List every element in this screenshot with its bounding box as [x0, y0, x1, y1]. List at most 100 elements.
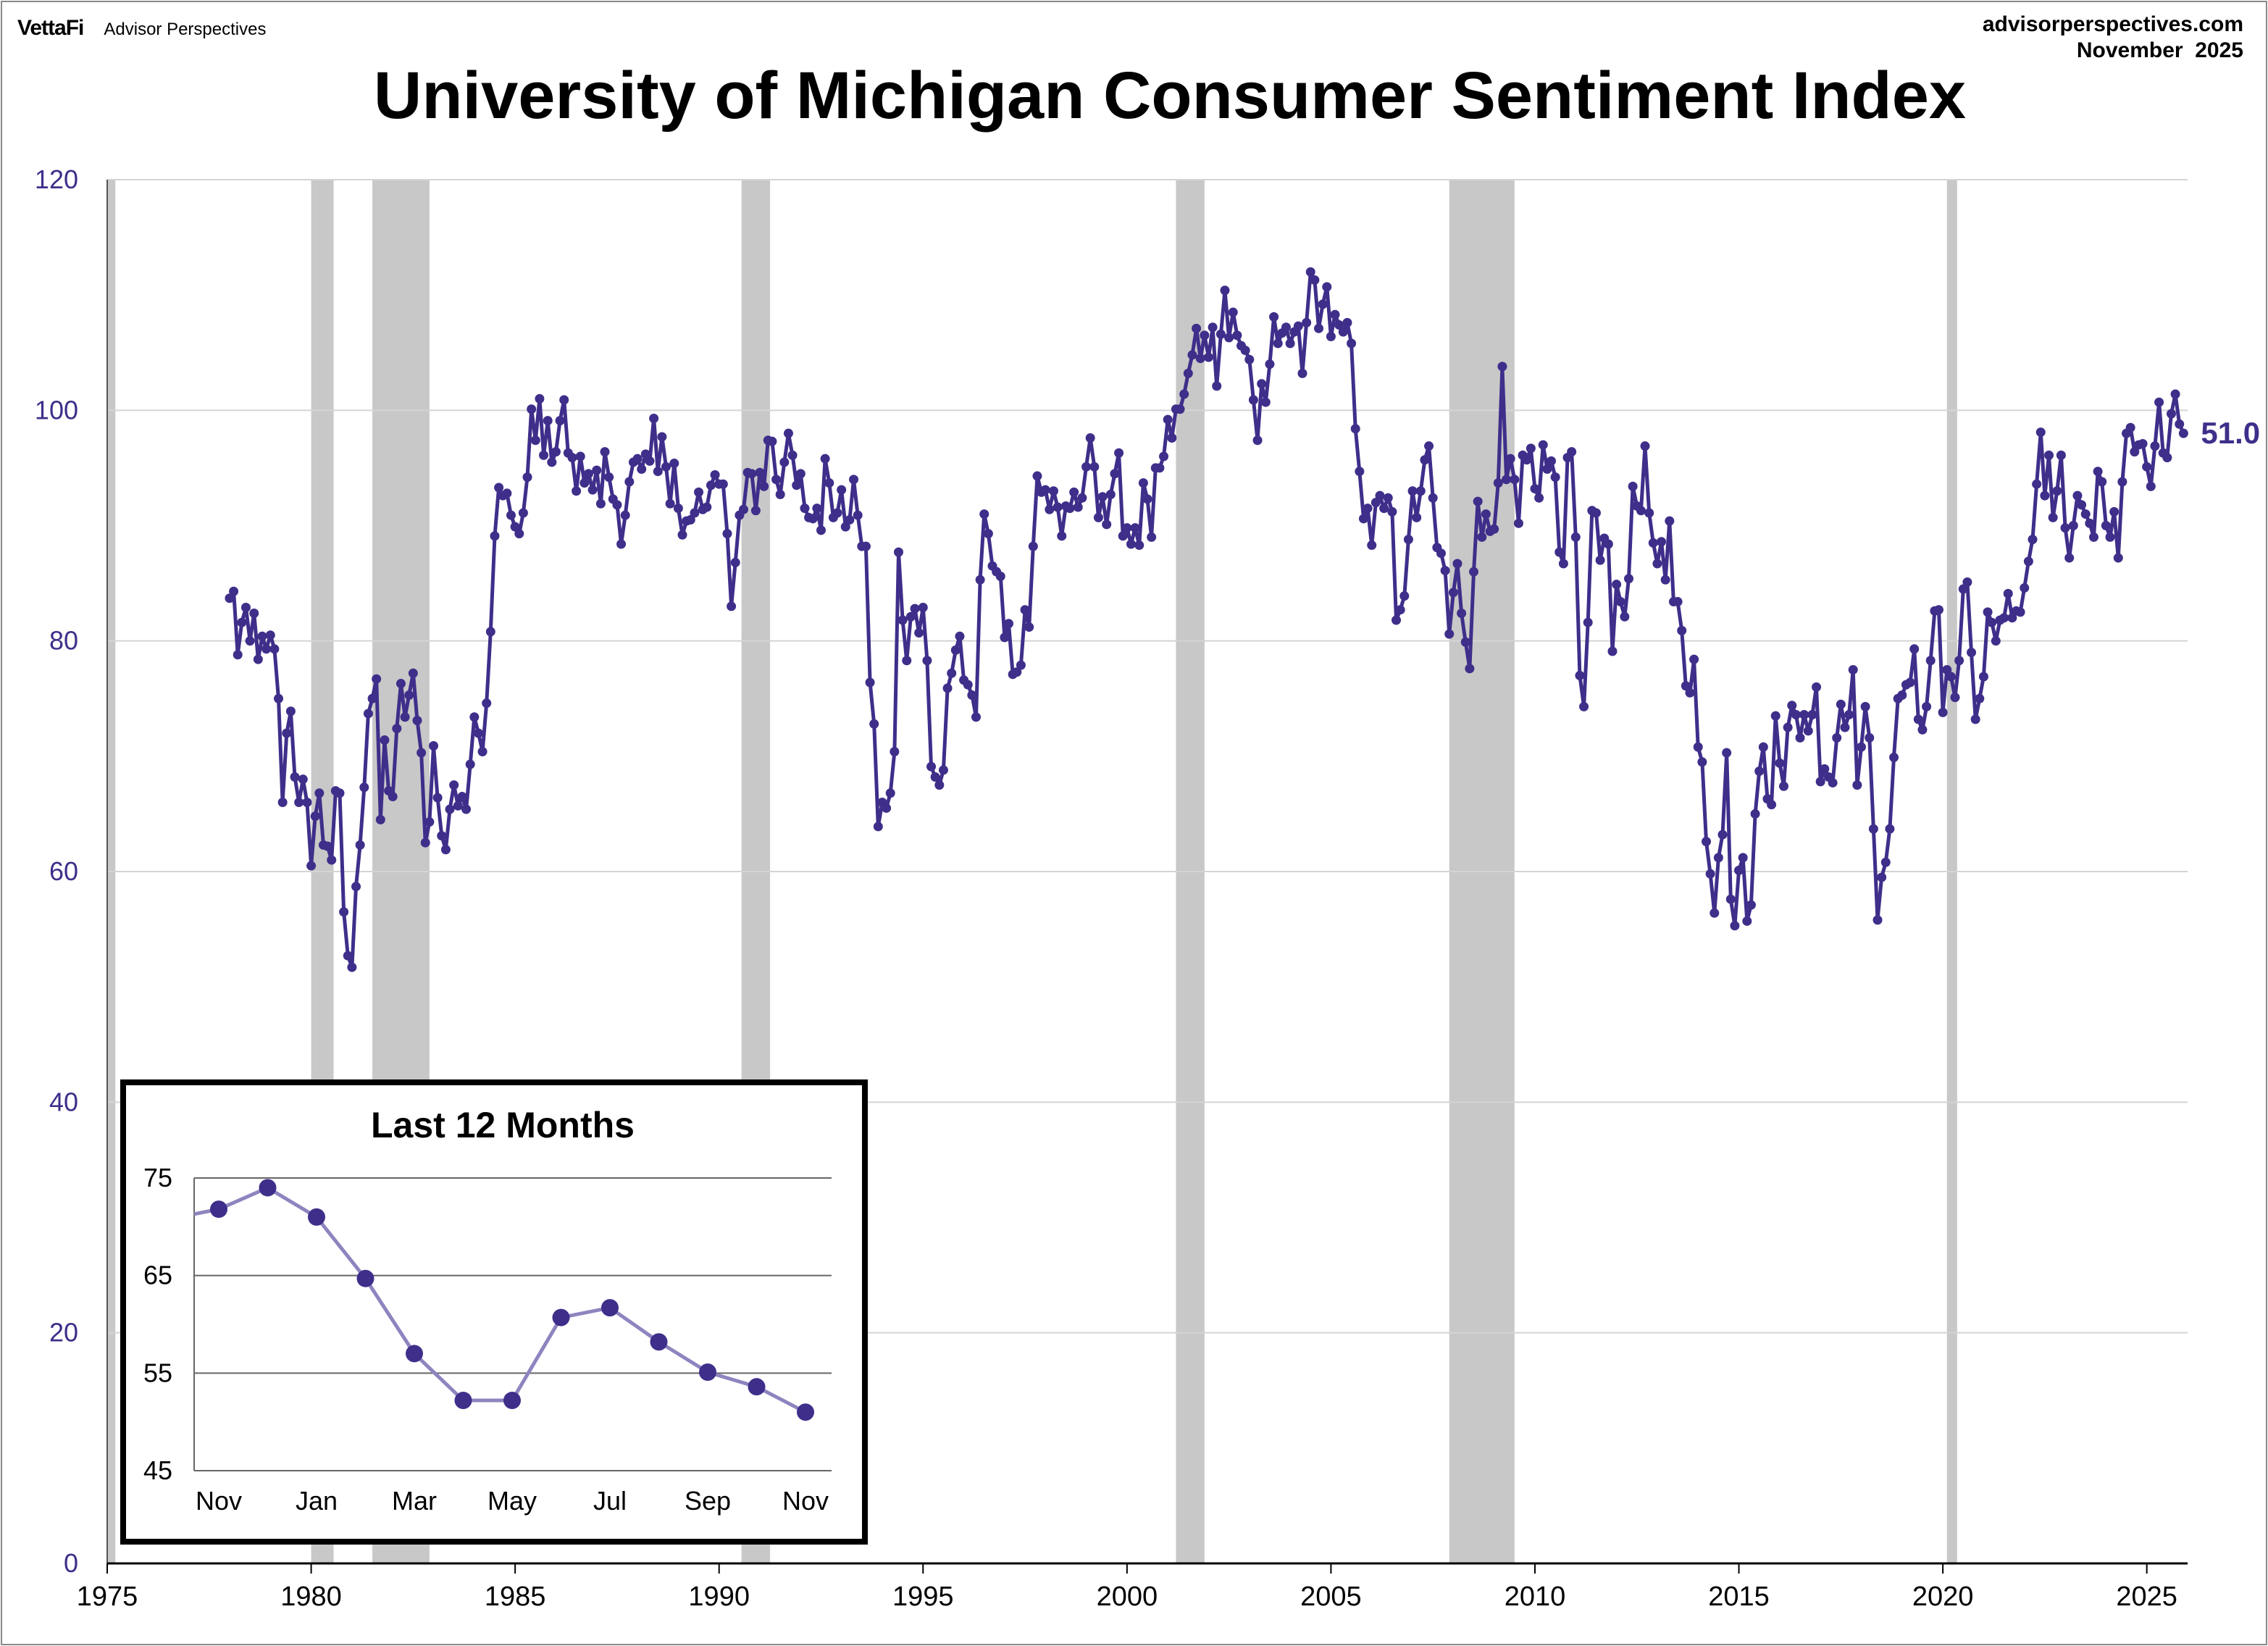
data-point	[1240, 346, 1250, 356]
data-point	[1179, 389, 1189, 399]
data-point	[1457, 608, 1467, 618]
data-point	[1856, 742, 1866, 752]
data-point	[522, 472, 532, 482]
data-point	[2040, 490, 2050, 501]
y-tick-label: 120	[35, 164, 78, 194]
x-tick-label: 1995	[892, 1582, 954, 1612]
data-point	[865, 677, 875, 688]
data-point	[1558, 559, 1568, 569]
data-point	[706, 480, 716, 490]
data-point	[612, 500, 622, 510]
data-point	[400, 712, 410, 722]
data-point	[918, 603, 928, 613]
data-point	[375, 814, 385, 824]
data-point	[1673, 597, 1683, 607]
data-point	[1048, 486, 1058, 496]
data-point	[514, 529, 524, 539]
data-point	[1530, 484, 1540, 494]
data-point	[1342, 317, 1352, 327]
data-point	[1000, 632, 1010, 643]
data-point	[1579, 701, 1589, 711]
data-point	[718, 479, 728, 489]
data-point	[1473, 496, 1483, 506]
data-point	[1848, 664, 1858, 674]
data-point	[1436, 548, 1446, 559]
data-point	[710, 469, 720, 480]
data-point	[1350, 424, 1360, 434]
data-point	[2028, 535, 2038, 545]
data-point	[2178, 428, 2188, 438]
data-point	[2007, 613, 2017, 623]
data-point	[1872, 915, 1883, 925]
inset-data-point	[797, 1403, 814, 1421]
data-point	[2146, 481, 2156, 491]
data-point	[572, 486, 582, 496]
data-point	[595, 498, 606, 509]
data-point	[584, 469, 594, 479]
data-point	[1057, 531, 1067, 541]
data-point	[1424, 441, 1434, 451]
data-point	[1913, 714, 1923, 724]
data-point	[1877, 872, 1887, 882]
data-point	[1081, 461, 1092, 472]
data-point	[1591, 508, 1601, 518]
data-point	[1775, 758, 1785, 768]
data-point	[1705, 869, 1715, 879]
data-point	[1730, 921, 1740, 931]
data-point	[2048, 512, 2058, 522]
data-point	[1252, 435, 1263, 446]
data-point	[1513, 518, 1523, 528]
data-point	[2052, 486, 2062, 496]
data-point	[1534, 493, 1544, 503]
data-point	[225, 593, 235, 603]
data-point	[2072, 490, 2083, 501]
data-point	[1497, 362, 1507, 372]
data-point	[661, 461, 671, 472]
data-point	[310, 811, 320, 822]
data-point	[1460, 637, 1470, 647]
data-point	[1122, 523, 1132, 533]
data-point	[1502, 475, 1512, 485]
data-point	[1807, 710, 1817, 720]
data-point	[1212, 381, 1222, 391]
data-point	[1978, 672, 1988, 682]
brand-logo: VettaFi	[17, 16, 84, 40]
data-point	[469, 712, 480, 722]
data-point	[1962, 577, 1972, 587]
data-point	[1603, 539, 1613, 549]
data-point	[669, 459, 679, 469]
data-point	[1200, 330, 1210, 341]
data-point	[1640, 441, 1650, 451]
data-point	[971, 712, 981, 722]
data-point	[518, 508, 528, 518]
data-point	[1224, 333, 1234, 343]
data-point	[424, 817, 435, 827]
data-point	[1636, 506, 1646, 516]
data-point	[1147, 532, 1157, 542]
data-point	[551, 447, 561, 457]
data-point	[1375, 490, 1385, 501]
data-point	[845, 515, 855, 525]
data-point	[457, 792, 467, 802]
data-point	[1795, 732, 1805, 743]
data-point	[897, 615, 908, 625]
data-point	[339, 907, 349, 917]
data-point	[2093, 467, 2103, 477]
source-block: advisorperspectives.com November 2025	[1983, 12, 2243, 64]
data-point	[253, 654, 263, 664]
data-point	[1305, 267, 1315, 277]
inset-box	[120, 1079, 868, 1545]
data-point	[396, 679, 406, 689]
inset-x-tick-label: Jul	[593, 1486, 627, 1516]
data-point	[535, 393, 545, 404]
data-point	[502, 488, 512, 498]
data-point	[677, 530, 687, 540]
data-point	[2166, 409, 2176, 419]
data-point	[1783, 722, 1793, 732]
data-point	[1004, 619, 1014, 629]
data-point	[1738, 853, 1748, 863]
data-point	[1950, 693, 1960, 703]
data-point	[437, 831, 447, 841]
data-point	[2020, 582, 2030, 593]
